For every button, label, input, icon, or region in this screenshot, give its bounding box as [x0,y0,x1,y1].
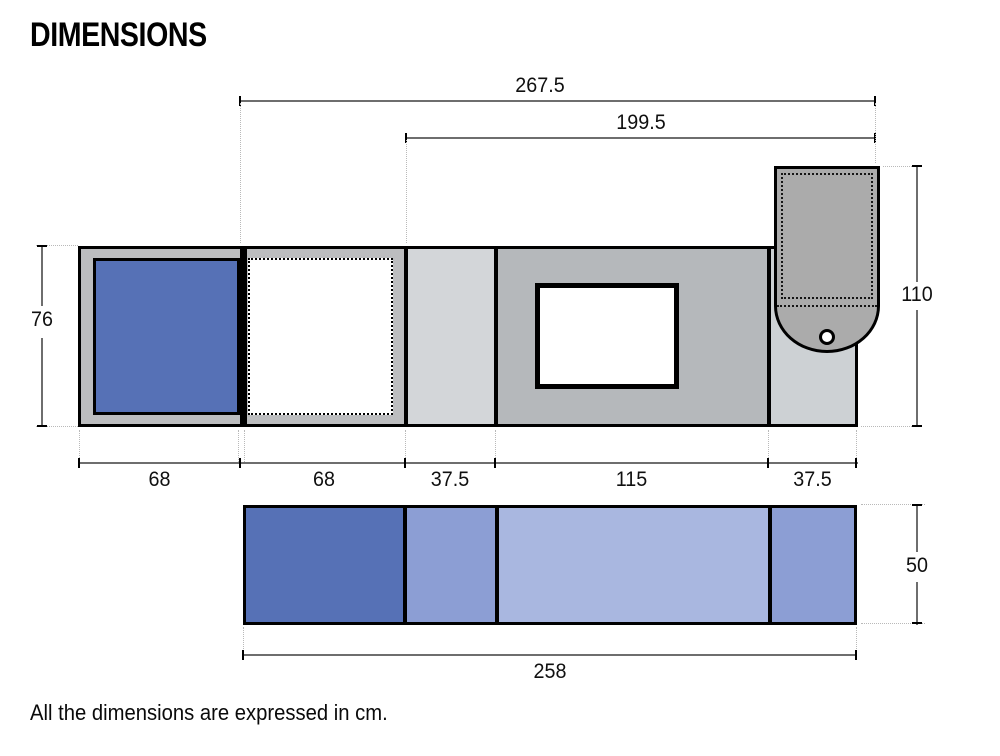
dim-module-4-label: 115 [615,468,648,491]
module-divider [767,249,771,424]
extension-line [240,103,241,243]
dim-overall-height-line [916,166,918,282]
flap [774,166,880,353]
dim-module-5-label: 37.5 [793,468,832,491]
mat-divider [403,508,407,622]
module-1 [81,249,240,424]
extension-line [36,245,78,246]
dim-mat-height-line [916,582,918,625]
extension-line [238,430,239,462]
dim-tick [239,96,241,106]
dim-rear-length-line [406,137,875,139]
mat-segment-1 [246,508,403,622]
dim-body-height-line [41,338,43,427]
module-divider [404,249,408,424]
dim-tick [404,458,406,468]
dim-body-height-label: 76 [31,308,53,331]
flap-hole [819,329,835,345]
dim-mat-length-line [243,654,857,656]
dim-tick [242,650,244,660]
extension-line [768,430,769,462]
mat-segment-2 [407,508,495,622]
module-divider [240,249,247,424]
mat-divider [768,508,772,622]
dim-tick [912,425,922,427]
mat-segment-4 [772,508,854,622]
extension-line [883,166,920,167]
module-divider [494,249,498,424]
flap-stitch-line [781,173,873,299]
mat-segment-3 [499,508,768,622]
extension-line [79,430,80,462]
extension-line [244,430,245,462]
dim-total-length-line [240,100,875,102]
extension-line [495,430,496,462]
dim-tick [912,504,922,506]
dim-tick [912,165,922,167]
dim-tick [855,650,857,660]
machine-body [78,246,858,427]
dim-module-2-label: 68 [313,468,335,491]
extension-line [406,140,407,243]
extension-line [861,426,920,427]
dim-overall-height-line [916,310,918,427]
extension-line [36,426,78,427]
dim-mat-height-label: 50 [906,554,928,577]
footnote: All the dimensions are expressed in cm. [30,700,388,725]
extension-line [856,627,857,657]
extension-line [861,504,925,505]
extension-line [856,430,857,462]
extension-line [243,627,244,657]
dim-tick [37,425,47,427]
dim-tick [912,622,922,624]
dim-module-3-label: 37.5 [430,468,470,491]
extension-line [875,103,876,163]
extension-line [405,430,406,462]
mat-divider [495,508,499,622]
dim-tick [78,458,80,468]
flap-fold-line [777,305,877,307]
page-title: DIMENSIONS [30,16,207,54]
module-4-window [535,283,679,389]
dim-module-1-label: 68 [148,468,171,491]
module-1-panel [93,258,240,415]
dim-tick [855,458,857,468]
dim-mat-height-line [916,505,918,552]
dim-rear-length-label: 199.5 [616,111,666,134]
dim-tick [767,458,769,468]
dim-mat-length-label: 258 [533,660,567,683]
extension-line [861,623,925,624]
dim-tick [37,245,47,247]
dim-tick [405,133,407,143]
dim-modules-line [79,462,858,464]
module-3 [408,249,494,424]
module-2-panel-dotted [248,258,393,415]
mat-body [243,505,857,625]
dim-body-height-line [41,246,43,306]
dim-tick [874,96,876,106]
dim-total-length-label: 267.5 [515,74,565,97]
dim-overall-height-label: 110 [901,283,933,306]
dim-tick [239,458,241,468]
dim-tick [494,458,496,468]
